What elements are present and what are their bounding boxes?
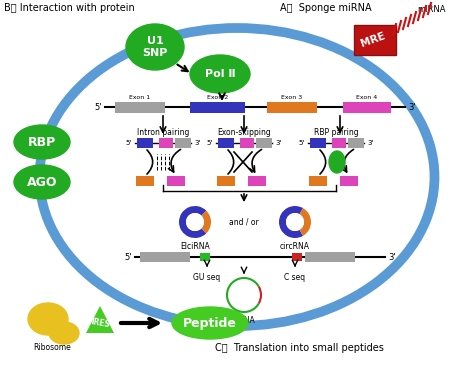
Bar (256, 138, 272, 148)
Polygon shape (86, 306, 114, 333)
Bar (348, 138, 364, 148)
Circle shape (186, 213, 204, 231)
Bar (115, 102, 165, 113)
Wedge shape (279, 206, 303, 238)
Bar (340, 176, 358, 186)
Ellipse shape (49, 322, 79, 344)
Bar (309, 176, 327, 186)
Wedge shape (300, 208, 311, 236)
Text: miRNA: miRNA (417, 5, 446, 15)
Bar (248, 176, 266, 186)
Text: 3': 3' (275, 140, 282, 146)
Text: U1
SNP: U1 SNP (142, 36, 168, 58)
Bar (343, 102, 391, 113)
Bar (159, 138, 173, 148)
Bar (267, 102, 317, 113)
Text: 5': 5' (125, 253, 132, 261)
Text: and / or: and / or (229, 218, 259, 227)
Bar (217, 176, 235, 186)
Text: 5': 5' (126, 140, 132, 146)
Text: Exon-skipping: Exon-skipping (217, 128, 271, 137)
Text: Exon 4: Exon 4 (356, 95, 378, 100)
Text: GU seq: GU seq (193, 273, 220, 282)
FancyBboxPatch shape (354, 25, 396, 55)
Text: Pol Ⅱ: Pol Ⅱ (205, 69, 235, 79)
Text: AGO: AGO (27, 176, 57, 188)
Text: C：  Translation into small peptides: C： Translation into small peptides (215, 343, 384, 353)
Bar (240, 138, 254, 148)
Text: A：  Sponge miRNA: A： Sponge miRNA (280, 3, 372, 13)
Text: RBP: RBP (28, 135, 56, 149)
Text: Peptide: Peptide (183, 316, 237, 330)
Text: 3': 3' (194, 140, 201, 146)
Bar (137, 138, 153, 148)
Text: Exon 1: Exon 1 (129, 95, 151, 100)
Bar (190, 102, 245, 113)
Text: Intron pairing: Intron pairing (137, 128, 189, 137)
Bar (136, 176, 154, 186)
Text: 5': 5' (94, 103, 102, 111)
Text: EIciRNA: EIciRNA (180, 242, 210, 251)
Bar (167, 176, 185, 186)
Bar (200, 253, 210, 261)
Text: Ribosome: Ribosome (33, 343, 71, 352)
Ellipse shape (126, 24, 184, 70)
Ellipse shape (14, 125, 70, 159)
Text: Exon 2: Exon 2 (207, 95, 228, 100)
Text: C seq: C seq (284, 273, 306, 282)
Text: circRNA: circRNA (280, 242, 310, 251)
Wedge shape (179, 206, 206, 238)
Text: RBP pairing: RBP pairing (314, 128, 358, 137)
Bar (292, 253, 302, 261)
Bar (175, 138, 191, 148)
Bar (140, 252, 190, 262)
Bar (310, 138, 326, 148)
Text: 3': 3' (388, 253, 396, 261)
Text: 5': 5' (207, 140, 213, 146)
Text: 3': 3' (367, 140, 374, 146)
Wedge shape (201, 211, 211, 233)
Text: 3': 3' (408, 103, 416, 111)
Text: B： Interaction with protein: B： Interaction with protein (4, 3, 135, 13)
Text: Exon 3: Exon 3 (282, 95, 302, 100)
Text: 5': 5' (299, 140, 305, 146)
Ellipse shape (28, 303, 68, 335)
Text: ciRNA: ciRNA (233, 316, 255, 325)
Text: IRES: IRES (90, 317, 110, 329)
Bar (332, 138, 346, 148)
Bar (218, 138, 234, 148)
Circle shape (286, 213, 304, 231)
Ellipse shape (14, 165, 70, 199)
Ellipse shape (172, 307, 248, 339)
Ellipse shape (329, 151, 345, 173)
Ellipse shape (190, 55, 250, 93)
Text: MRE: MRE (359, 31, 387, 49)
Bar (305, 252, 355, 262)
